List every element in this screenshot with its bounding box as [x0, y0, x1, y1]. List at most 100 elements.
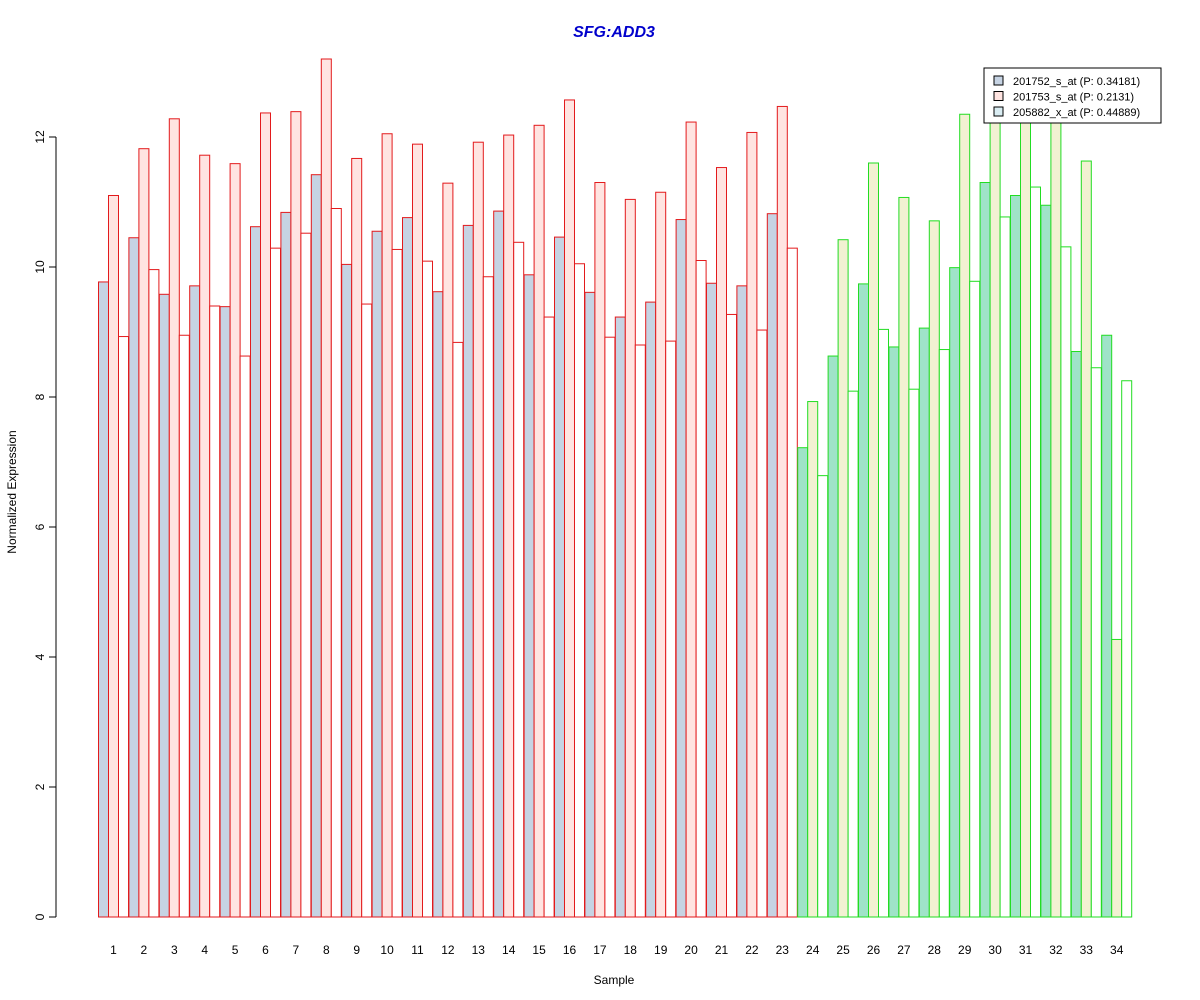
bar: [604, 336, 616, 918]
bar: [1040, 204, 1052, 918]
bar: [706, 282, 717, 918]
bar: [1101, 334, 1113, 918]
bar: [634, 344, 646, 918]
x-tick-label: 13: [472, 943, 486, 957]
bar: [594, 182, 606, 918]
x-tick-label: 17: [593, 943, 607, 957]
x-tick-label: 2: [141, 943, 148, 957]
bar: [523, 274, 535, 918]
x-tick-label: 23: [776, 943, 790, 957]
bar: [280, 211, 292, 918]
y-tick-label: 2: [33, 783, 47, 790]
bar: [1010, 195, 1021, 918]
x-tick-label: 30: [988, 943, 1002, 957]
bar: [341, 263, 353, 918]
bar: [452, 341, 464, 918]
x-tick-label: 26: [867, 943, 881, 957]
bar: [1020, 117, 1031, 918]
bar: [969, 280, 981, 918]
bar: [928, 220, 940, 918]
bar: [138, 148, 150, 918]
bar: [766, 213, 778, 918]
bar: [837, 239, 849, 918]
bar: [938, 349, 950, 918]
bar: [655, 191, 667, 918]
bar: [1050, 117, 1062, 918]
bar: [675, 219, 687, 918]
bar: [412, 143, 423, 918]
bar: [351, 157, 363, 918]
legend-box: [983, 67, 1162, 124]
bar: [209, 305, 221, 918]
bar: [148, 269, 160, 918]
x-tick-label: 11: [411, 943, 424, 957]
bar: [584, 291, 596, 918]
x-tick-label: 29: [958, 943, 972, 957]
bar: [229, 163, 241, 918]
bar: [361, 303, 373, 918]
x-tick-label: 15: [532, 943, 546, 957]
x-tick-labels: 1 2 3 4 5 6 7 8 9 10 11 12 13 14 15 16 17 18 19 20 21 22 23 24 2…: [110, 943, 1124, 957]
bar: [128, 237, 140, 918]
x-tick-label: 9: [353, 943, 360, 957]
bar: [503, 134, 515, 918]
x-tick-label: 28: [928, 943, 942, 957]
bar: [665, 340, 677, 918]
y-tick-label: 10: [33, 260, 47, 274]
bar: [776, 105, 788, 918]
bar: [716, 167, 727, 918]
bar: [462, 224, 474, 918]
y-tick-label: 8: [33, 393, 47, 400]
x-tick-label: 34: [1110, 943, 1124, 957]
bar: [685, 121, 697, 918]
bar: [118, 336, 129, 918]
bar: [979, 182, 991, 918]
bar: [746, 131, 758, 918]
x-tick-label: 22: [745, 943, 759, 957]
bar: [402, 217, 413, 918]
bar: [807, 401, 819, 918]
legend: 201752_s_at (P: 0.34181) 201753_s_at (P: …: [983, 67, 1162, 124]
x-tick-label: 21: [715, 943, 729, 957]
bar: [624, 198, 636, 918]
y-tick-label: 0: [33, 913, 47, 920]
bar: [1121, 380, 1133, 918]
y-axis: 0 2 4 6 8 10 12: [33, 130, 57, 920]
bar: [371, 230, 383, 918]
bar: [614, 316, 626, 918]
x-axis-label: Sample: [594, 973, 635, 987]
bar: [908, 388, 920, 918]
legend-label: 201752_s_at (P: 0.34181): [1013, 76, 1140, 88]
bar: [472, 141, 484, 918]
bar: [645, 301, 657, 918]
bar: [949, 267, 961, 918]
bar: [108, 195, 119, 918]
bar: [695, 260, 707, 918]
bar: [391, 248, 403, 918]
x-tick-label: 19: [654, 943, 668, 957]
bar: [898, 196, 910, 918]
bar: [482, 276, 494, 918]
bar: [239, 355, 251, 918]
bar: [493, 210, 505, 918]
bar: [260, 112, 271, 918]
bar: [543, 316, 555, 918]
y-tick-label: 6: [33, 523, 47, 530]
x-tick-label: 4: [201, 943, 208, 957]
bar: [868, 162, 879, 918]
bar: [989, 117, 1001, 918]
bar: [513, 241, 525, 918]
chart-title: SFG:ADD3: [573, 24, 655, 41]
x-tick-label: 10: [380, 943, 394, 957]
bar: [330, 208, 342, 918]
bar: [1080, 160, 1092, 918]
bar: [381, 133, 393, 918]
x-tick-label: 8: [323, 943, 330, 957]
bar: [219, 306, 231, 918]
bar: [199, 154, 211, 918]
x-tick-label: 14: [502, 943, 516, 957]
bar: [1030, 186, 1041, 918]
bar: [959, 113, 971, 918]
bar: [1111, 638, 1123, 918]
bar: [736, 285, 748, 918]
